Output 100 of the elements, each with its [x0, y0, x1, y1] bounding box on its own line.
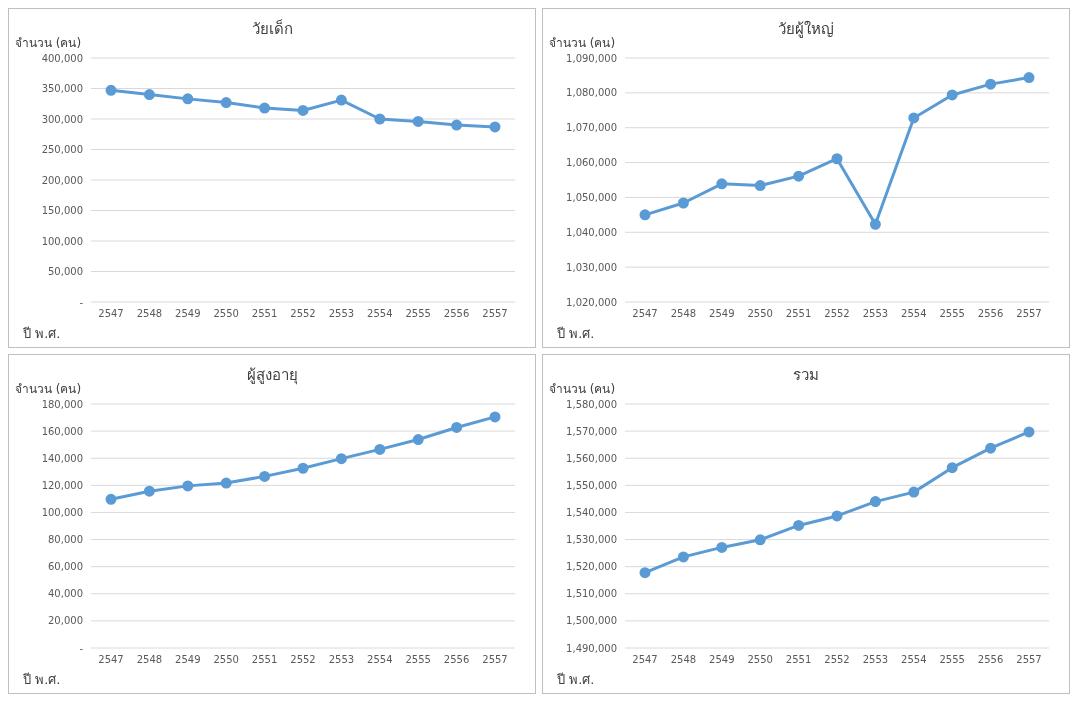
point: [451, 119, 463, 131]
point: [412, 434, 424, 446]
chart-title: วัยเด็ก: [251, 20, 293, 38]
x-tick-label: 2556: [977, 654, 1004, 666]
x-tick-label: 2551: [251, 308, 278, 320]
y-tick-label: 1,070,000: [566, 122, 617, 134]
point: [220, 477, 232, 489]
y-tick-label: 400,000: [41, 52, 83, 64]
point: [451, 421, 463, 433]
x-axis-title: ปี พ.ศ.: [557, 671, 595, 689]
point: [754, 534, 766, 546]
x-tick-label: 2553: [328, 308, 355, 320]
y-tick-label: 100,000: [41, 506, 83, 518]
x-tick-label: 2556: [443, 654, 470, 666]
y-axis-title: จำนวน (คน): [549, 381, 616, 398]
x-tick-label: 2550: [213, 308, 239, 320]
chart-title: วัยผู้ใหญ่: [778, 20, 834, 38]
y-tick-label: 1,020,000: [566, 296, 617, 308]
x-tick-label: 2557: [1016, 654, 1042, 666]
x-tick-label: 2549: [175, 654, 201, 666]
y-tick-label: 1,570,000: [566, 425, 617, 437]
x-tick-label: 2557: [482, 308, 508, 320]
point: [489, 121, 501, 133]
point: [143, 89, 155, 101]
x-tick-label: 2550: [213, 654, 239, 666]
y-tick-label: 250,000: [41, 144, 83, 156]
y-axis-title: จำนวน (คน): [15, 35, 82, 52]
x-axis-title: ปี พ.ศ.: [23, 671, 61, 689]
y-tick-label: 20,000: [48, 615, 83, 627]
x-tick-label: 2551: [251, 654, 278, 666]
y-tick-label: 1,530,000: [566, 534, 617, 546]
y-axis-title: จำนวน (คน): [549, 35, 616, 52]
point: [489, 411, 501, 423]
x-tick-label: 2553: [862, 654, 889, 666]
point: [946, 89, 958, 101]
y-tick-label: 180,000: [41, 398, 83, 410]
point: [259, 470, 271, 482]
y-tick-label: 1,050,000: [566, 191, 617, 203]
x-tick-label: 2557: [482, 654, 508, 666]
point: [105, 493, 117, 505]
y-tick-label: 100,000: [41, 235, 83, 247]
y-tick-label: 150,000: [41, 205, 83, 217]
x-tick-label: 2554: [367, 654, 393, 666]
point: [639, 209, 651, 221]
point: [143, 485, 155, 497]
x-tick-label: 2552: [290, 654, 316, 666]
x-tick-label: 2549: [175, 308, 201, 320]
point: [908, 486, 920, 498]
point: [754, 180, 766, 192]
x-tick-label: 2552: [824, 654, 850, 666]
y-tick-label: -: [79, 642, 84, 654]
x-tick-label: 2548: [136, 654, 163, 666]
x-tick-label: 2549: [709, 308, 735, 320]
point: [639, 567, 651, 579]
point: [335, 94, 347, 106]
point: [182, 93, 194, 105]
y-tick-label: 300,000: [41, 113, 83, 125]
x-tick-label: 2548: [136, 308, 163, 320]
point: [831, 153, 843, 165]
y-tick-label: 80,000: [48, 534, 83, 546]
x-tick-label: 2554: [367, 308, 393, 320]
point: [716, 541, 728, 553]
y-tick-label: 1,060,000: [566, 157, 617, 169]
point: [220, 97, 232, 109]
y-tick-label: 1,490,000: [566, 642, 617, 654]
point: [297, 104, 309, 116]
point: [259, 102, 271, 114]
x-axis-title: ปี พ.ศ.: [23, 325, 61, 343]
point: [985, 442, 997, 454]
point: [182, 480, 194, 492]
point: [297, 462, 309, 474]
y-tick-label: 350,000: [41, 83, 83, 95]
y-tick-label: 1,580,000: [566, 398, 617, 410]
y-tick-label: 1,080,000: [566, 87, 617, 99]
x-tick-label: 2549: [709, 654, 735, 666]
point: [335, 453, 347, 465]
point: [793, 170, 805, 182]
point: [412, 115, 424, 127]
y-tick-label: 1,040,000: [566, 226, 617, 238]
x-tick-label: 2553: [328, 654, 355, 666]
x-tick-label: 2547: [98, 654, 124, 666]
point: [793, 519, 805, 531]
x-tick-label: 2557: [1016, 308, 1042, 320]
y-tick-label: 160,000: [41, 425, 83, 437]
x-tick-label: 2555: [939, 654, 965, 666]
x-tick-label: 2555: [939, 308, 965, 320]
x-tick-label: 2551: [785, 308, 812, 320]
y-tick-label: -: [79, 296, 84, 308]
y-tick-label: 120,000: [41, 479, 83, 491]
point: [1023, 426, 1035, 438]
y-tick-label: 1,030,000: [566, 261, 617, 273]
x-tick-label: 2555: [405, 654, 431, 666]
x-tick-label: 2548: [670, 654, 697, 666]
x-tick-label: 2554: [901, 308, 927, 320]
point: [869, 496, 881, 508]
x-tick-label: 2551: [785, 654, 812, 666]
x-tick-label: 2547: [98, 308, 124, 320]
x-tick-label: 2547: [632, 308, 658, 320]
point: [716, 178, 728, 190]
point: [374, 443, 386, 455]
